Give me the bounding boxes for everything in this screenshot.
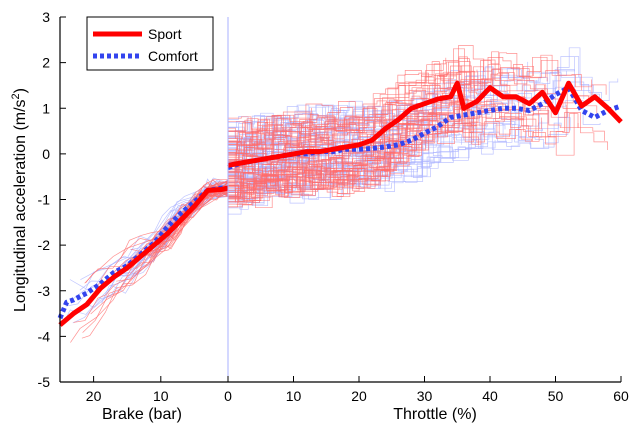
raw-trace: [227, 120, 543, 193]
raw-trace: [227, 104, 567, 198]
x-tick-label-brake: 0: [224, 388, 232, 404]
x-tick-label-throttle: 40: [482, 388, 498, 404]
legend-label-sport: Sport: [148, 26, 182, 42]
x-tick-label-throttle: 50: [548, 388, 564, 404]
y-tick-label: 2: [42, 55, 50, 71]
legend-box: [86, 16, 214, 71]
raw-trace: [227, 48, 548, 156]
y-tick-label: 3: [42, 9, 50, 25]
x-tick-label-brake: 20: [86, 388, 102, 404]
x-tick-label-throttle: 10: [286, 388, 302, 404]
raw-trace: [227, 107, 312, 156]
series-line-sport-brake: [58, 185, 229, 327]
raw-trace: [227, 112, 608, 203]
x-tick-label-throttle: 60: [613, 388, 629, 404]
y-tick-label: -3: [38, 283, 51, 299]
raw-trace: [227, 59, 592, 159]
x-tick-label-throttle: 30: [417, 388, 433, 404]
raw-trace: [227, 57, 530, 157]
raw-trace: [227, 119, 439, 166]
raw-trace: [227, 65, 534, 159]
x-axis-label-brake: Brake (bar): [102, 406, 182, 423]
raw-trace: [227, 103, 515, 197]
raw-trace: [70, 189, 229, 343]
y-tick-label: -5: [38, 374, 51, 390]
mean-lines: [57, 80, 623, 327]
legend-label-comfort: Comfort: [148, 48, 198, 64]
x-tick-label-throttle: 20: [351, 388, 367, 404]
raw-trace: [227, 106, 416, 180]
series-line-sport-throttle: [227, 80, 623, 168]
raw-trace: [227, 84, 475, 175]
raw-trace: [227, 124, 506, 209]
raw-trace: [227, 122, 562, 215]
raw-trace: [227, 57, 447, 157]
y-tick-label: -1: [38, 192, 51, 208]
raw-trace: [227, 61, 471, 161]
y-tick-label: -2: [38, 237, 51, 253]
y-tick-label: -4: [38, 328, 51, 344]
x-ticks: 20 10 0 10 20 30 40 50 60: [86, 376, 629, 404]
raw-trace: [227, 144, 268, 168]
raw-traces: [61, 45, 619, 343]
raw-trace: [227, 102, 474, 190]
y-tick-label: 1: [42, 100, 50, 116]
raw-trace: [227, 95, 520, 182]
raw-trace: [227, 118, 348, 161]
y-tick-label: 0: [42, 146, 50, 162]
raw-trace: [227, 134, 429, 202]
raw-trace: [227, 167, 368, 204]
raw-trace: [227, 79, 607, 172]
legend: Sport Comfort: [86, 16, 214, 71]
y-ticks: -5 -4 -3 -2 -1 0 1 2 3: [38, 9, 66, 390]
raw-trace: [227, 117, 424, 199]
x-axis-label-throttle: Throttle (%): [393, 406, 477, 423]
y-axis-label: Longitudinal acceleration (m/s2): [10, 88, 29, 312]
raw-trace: [227, 115, 470, 199]
raw-trace: [227, 69, 545, 162]
x-tick-label-brake: 10: [153, 388, 169, 404]
